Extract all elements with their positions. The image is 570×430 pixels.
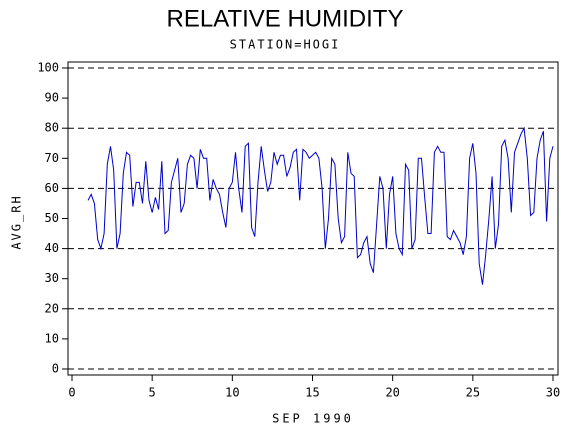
chart-title: RELATIVE HUMIDITY xyxy=(167,5,404,32)
x-axis-label: SEP 1990 xyxy=(272,412,354,426)
y-tick-label: 90 xyxy=(45,91,59,105)
y-tick-label: 50 xyxy=(45,211,59,225)
x-tick-label: 20 xyxy=(385,386,399,400)
y-axis-label: AVG_RH xyxy=(10,194,24,249)
y-tick-label: 40 xyxy=(45,241,59,255)
y-tick-label: 70 xyxy=(45,151,59,165)
y-tick-label: 10 xyxy=(45,331,59,345)
y-tick-label: 80 xyxy=(45,121,59,135)
y-tick-label: 100 xyxy=(37,61,59,75)
y-tick-label: 0 xyxy=(52,362,59,376)
x-tick-label: 5 xyxy=(149,386,156,400)
x-tick-label: 30 xyxy=(546,386,560,400)
x-tick-label: 15 xyxy=(305,386,319,400)
x-tick-label: 10 xyxy=(225,386,239,400)
x-tick-label: 25 xyxy=(466,386,480,400)
y-tick-label: 60 xyxy=(45,181,59,195)
y-tick-label: 30 xyxy=(45,271,59,285)
y-tick-label: 20 xyxy=(45,301,59,315)
plot-frame xyxy=(67,61,559,376)
chart-subtitle: STATION=HOGI xyxy=(230,38,341,52)
data-line xyxy=(87,126,554,285)
x-tick-label: 0 xyxy=(68,386,75,400)
